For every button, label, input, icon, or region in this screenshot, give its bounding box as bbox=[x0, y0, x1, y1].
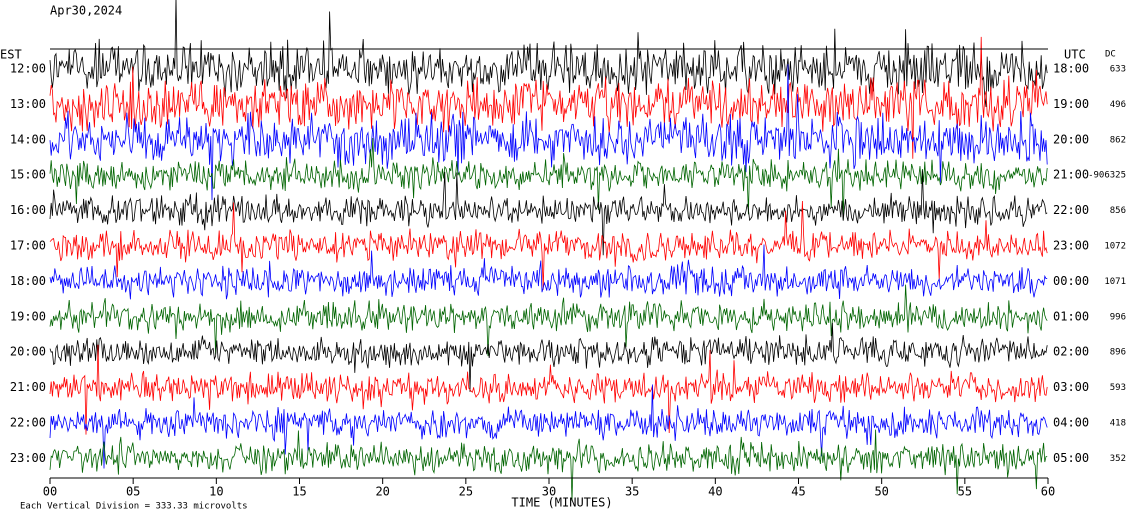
utc-label: 18:00 bbox=[1053, 62, 1089, 76]
trace bbox=[49, 170, 1048, 256]
x-tick-label: 35 bbox=[625, 485, 639, 499]
est-label: 22:00 bbox=[10, 416, 46, 430]
x-tick-label: 40 bbox=[708, 485, 722, 499]
x-tick-label: 00 bbox=[43, 485, 57, 499]
x-tick-label: 45 bbox=[791, 485, 805, 499]
x-tick-label: 25 bbox=[459, 485, 473, 499]
utc-label: 19:00 bbox=[1053, 97, 1089, 111]
dc-header: DC bbox=[1105, 50, 1116, 60]
utc-label: 04:00 bbox=[1053, 416, 1089, 430]
est-label: 16:00 bbox=[10, 203, 46, 217]
dc-label: 862 bbox=[1110, 135, 1126, 145]
dc-label: 896 bbox=[1110, 348, 1126, 358]
trace bbox=[49, 36, 1048, 159]
dc-label: 496 bbox=[1110, 100, 1126, 110]
est-label: 12:00 bbox=[10, 62, 46, 76]
utc-label: 23:00 bbox=[1053, 239, 1089, 253]
x-tick-label: 50 bbox=[874, 485, 888, 499]
est-label: 20:00 bbox=[10, 345, 46, 359]
utc-label: 21:00 bbox=[1053, 168, 1089, 182]
utc-label: 03:00 bbox=[1053, 380, 1089, 394]
est-label: 15:00 bbox=[10, 168, 46, 182]
utc-label: 01:00 bbox=[1053, 309, 1089, 323]
trace bbox=[49, 64, 1048, 201]
dc-label: 996 bbox=[1110, 312, 1126, 322]
est-label: 21:00 bbox=[10, 380, 46, 394]
utc-label: 05:00 bbox=[1053, 451, 1089, 465]
trace bbox=[49, 429, 1048, 501]
est-label: 18:00 bbox=[10, 274, 46, 288]
dc-label: -906325 bbox=[1088, 171, 1126, 181]
utc-label: 20:00 bbox=[1053, 132, 1089, 146]
est-label: 13:00 bbox=[10, 97, 46, 111]
trace bbox=[49, 384, 1048, 469]
dc-label: 1072 bbox=[1104, 242, 1126, 252]
trace bbox=[49, 244, 1048, 300]
dc-label: 633 bbox=[1110, 65, 1126, 75]
traces bbox=[49, 0, 1048, 501]
est-label: 19:00 bbox=[10, 309, 46, 323]
trace bbox=[49, 0, 1048, 108]
left-header: EST bbox=[0, 48, 22, 62]
trace bbox=[49, 284, 1048, 357]
footer: Each Vertical Division = 333.33 microvol… bbox=[20, 502, 248, 512]
x-tick-label: 20 bbox=[375, 485, 389, 499]
dc-label: 856 bbox=[1110, 206, 1126, 216]
x-axis-label: TIME (MINUTES) bbox=[511, 496, 612, 510]
trace bbox=[49, 322, 1048, 392]
utc-label: 02:00 bbox=[1053, 345, 1089, 359]
dc-label: 352 bbox=[1110, 454, 1126, 464]
est-label: 14:00 bbox=[10, 132, 46, 146]
utc-label: 22:00 bbox=[1053, 203, 1089, 217]
trace bbox=[49, 137, 1048, 220]
dc-label: 593 bbox=[1110, 383, 1126, 393]
est-label: 23:00 bbox=[10, 451, 46, 465]
dc-label: 418 bbox=[1110, 419, 1126, 429]
right-header: UTC bbox=[1064, 48, 1086, 62]
dc-label: 1071 bbox=[1104, 277, 1126, 287]
x-tick-label: 15 bbox=[292, 485, 306, 499]
est-label: 17:00 bbox=[10, 239, 46, 253]
title: Apr30,2024 bbox=[50, 4, 122, 18]
x-tick-label: 60 bbox=[1041, 485, 1055, 499]
utc-label: 00:00 bbox=[1053, 274, 1089, 288]
trace bbox=[49, 200, 1048, 290]
x-tick-label: 30 bbox=[542, 485, 556, 499]
x-tick-label: 10 bbox=[209, 485, 223, 499]
x-tick-label: 05 bbox=[126, 485, 140, 499]
x-tick-label: 55 bbox=[958, 485, 972, 499]
trace bbox=[49, 344, 1048, 435]
